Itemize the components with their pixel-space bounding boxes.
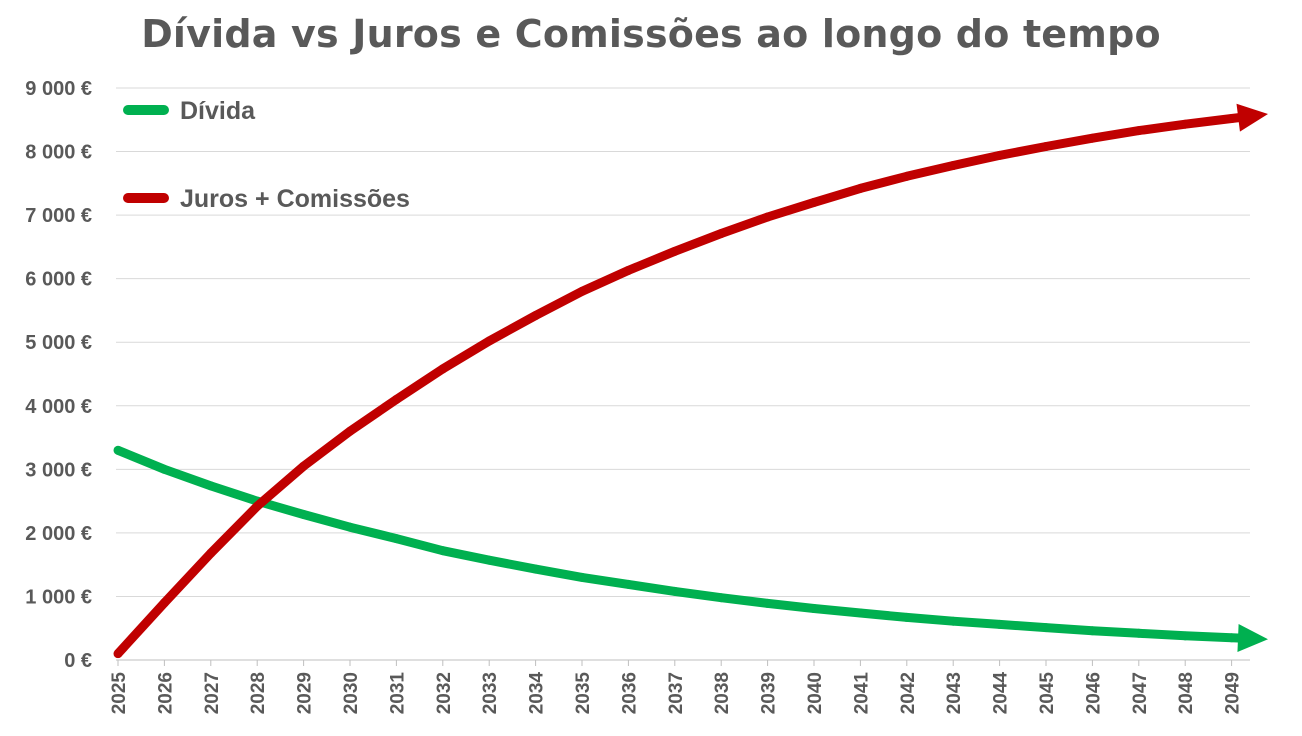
x-tick-label: 2044 [991,672,1012,715]
data-point-divida [438,546,448,556]
data-point-juros-comissoes [1134,126,1144,136]
x-tick-label: 2028 [248,672,269,714]
gridlines [116,87,1250,666]
series-line-juros-comissoes [114,112,1245,657]
y-tick-label: 9 000 € [25,78,92,100]
data-point-juros-comissoes [670,246,680,256]
legend-label: Dívida [180,97,256,125]
y-tick-label: 1 000 € [25,586,92,608]
data-point-divida [809,604,819,614]
x-tick-label: 2032 [434,672,455,714]
data-point-divida [948,616,958,626]
x-tick-label: 2042 [898,672,919,714]
y-tick-label: 6 000 € [25,269,92,291]
data-point-juros-comissoes [113,649,123,659]
data-point-juros-comissoes [252,501,262,511]
x-tick-label: 2047 [1130,672,1151,714]
y-tick-label: 7 000 € [25,205,92,227]
data-point-divida [1134,628,1144,638]
data-point-juros-comissoes [1180,119,1190,129]
data-point-juros-comissoes [763,212,773,222]
data-point-divida [531,564,541,574]
x-tick-label: 2041 [851,672,872,715]
x-tick-label: 2037 [666,672,687,714]
series-lines [113,103,1268,659]
x-tick-label: 2030 [341,672,362,714]
data-point-juros-comissoes [809,197,819,207]
x-tick-label: 2045 [1037,672,1058,715]
y-tick-label: 2 000 € [25,523,92,545]
data-point-juros-comissoes [299,461,309,471]
y-tick-label: 5 000 € [25,332,92,354]
x-tick-label: 2027 [202,672,223,714]
data-point-juros-comissoes [531,311,541,321]
data-point-divida [484,555,494,565]
x-tick-label: 2048 [1176,672,1197,714]
legend-label: Juros + Comissões [180,185,410,213]
legend: Dívida Juros + Comissões [123,97,410,213]
arrowhead-divida [1237,624,1268,653]
data-point-juros-comissoes [623,265,633,275]
x-tick-label: 2026 [155,672,176,714]
data-point-juros-comissoes [1227,114,1237,124]
data-point-divida [1180,631,1190,641]
series-line-divida [116,446,1245,643]
data-point-juros-comissoes [948,161,958,171]
x-tick-label: 2033 [480,672,501,714]
data-point-divida [716,593,726,603]
data-point-divida [1041,623,1051,633]
data-point-divida [855,608,865,618]
data-point-juros-comissoes [577,286,587,296]
data-point-juros-comissoes [345,426,355,436]
y-axis-labels: 0 € 1 000 € 2 000 € 3 000 € 4 000 € 5 000 € 6 … [25,78,92,672]
data-point-divida [623,579,633,589]
data-point-divida [763,598,773,608]
arrowhead-juros-comissoes [1236,103,1268,132]
data-point-juros-comissoes [438,364,448,374]
x-tick-label: 2031 [387,672,408,715]
data-point-juros-comissoes [206,548,216,558]
y-tick-label: 3 000 € [25,459,92,481]
x-tick-label: 2036 [619,672,640,714]
data-point-juros-comissoes [716,229,726,239]
data-point-divida [299,509,309,519]
data-point-divida [902,612,912,622]
x-tick-label: 2025 [109,672,130,715]
x-tick-label: 2049 [1223,672,1244,714]
data-point-divida [577,572,587,582]
data-point-juros-comissoes [159,598,169,608]
data-point-divida [159,464,169,474]
data-point-juros-comissoes [391,394,401,404]
y-tick-label: 4 000 € [25,396,92,418]
chart-title: Dívida vs Juros e Comissões ao longo do … [141,12,1161,56]
data-point-divida [113,445,123,455]
data-point-divida [206,481,216,491]
y-tick-label: 8 000 € [25,142,92,164]
x-tick-label: 2039 [759,672,780,714]
data-point-juros-comissoes [995,150,1005,160]
data-point-divida [1227,633,1237,643]
x-tick-label: 2034 [527,672,548,715]
x-axis-labels: 2025 2026 2027 2028 2029 2030 2031 2032 2033 2034… [109,672,1244,715]
data-point-divida [670,586,680,596]
x-tick-label: 2035 [573,672,594,715]
data-point-juros-comissoes [902,171,912,181]
data-point-divida [995,619,1005,629]
data-point-divida [345,522,355,532]
data-point-juros-comissoes [855,183,865,193]
x-tick-label: 2040 [805,672,826,714]
data-point-divida [1087,626,1097,636]
data-point-juros-comissoes [1087,133,1097,143]
data-point-juros-comissoes [1041,141,1051,151]
data-point-divida [391,534,401,544]
y-tick-label: 0 € [64,650,92,672]
x-tick-label: 2043 [944,672,965,714]
x-tick-label: 2038 [712,672,733,714]
data-point-juros-comissoes [484,336,494,346]
x-tick-label: 2046 [1083,672,1104,714]
x-tick-label: 2029 [295,672,316,714]
